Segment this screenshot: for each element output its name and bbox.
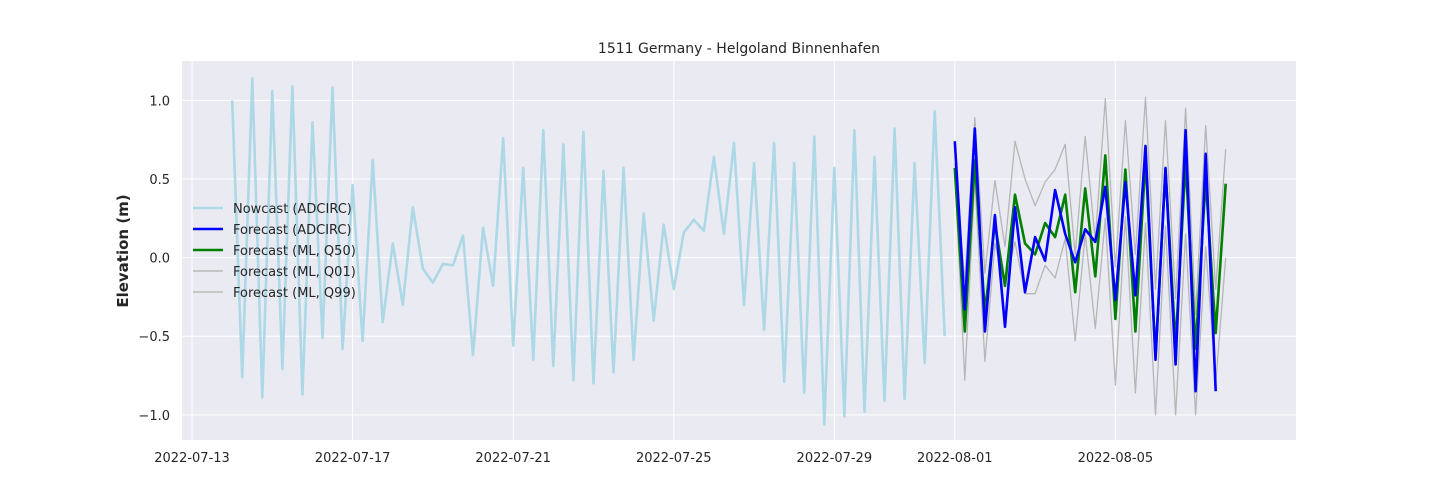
chart-title: 1511 Germany - Helgoland Binnenhafen: [598, 41, 880, 57]
legend-label-forecast-ml-q99: Forecast (ML, Q99): [233, 286, 356, 301]
legend-label-forecast-adcirc: Forecast (ADCIRC): [233, 223, 352, 238]
y-tick-label: 0.5: [149, 173, 170, 188]
x-tick-label: 2022-08-05: [1078, 451, 1154, 466]
series-line-nowcast-adcirc: [230, 77, 946, 426]
y-tick-label: −1.0: [138, 409, 170, 424]
x-tick-label: 2022-08-01: [917, 451, 993, 466]
x-tick-label: 2022-07-29: [797, 451, 873, 466]
series-layer: [230, 77, 1227, 426]
y-tick-label: 0.0: [149, 252, 170, 267]
x-tick-label: 2022-07-17: [315, 451, 391, 466]
y-axis-label: Elevation (m): [114, 194, 132, 307]
legend-label-nowcast-adcirc: Nowcast (ADCIRC): [233, 202, 352, 217]
y-tick-label: 1.0: [149, 94, 170, 109]
legend-label-forecast-ml-q01: Forecast (ML, Q01): [233, 265, 356, 280]
x-tick-label: 2022-07-21: [475, 451, 551, 466]
x-tick-label: 2022-07-13: [154, 451, 230, 466]
y-tick-label: −0.5: [138, 330, 170, 345]
x-tick-label: 2022-07-25: [636, 451, 712, 466]
legend-label-forecast-ml-q50: Forecast (ML, Q50): [233, 244, 356, 259]
series-line-forecast-adcirc: [953, 127, 1217, 393]
tick-labels: 2022-07-13 2022-07-17 2022-07-21 2022-07-25…: [138, 94, 1153, 466]
legend: Nowcast (ADCIRC) Forecast (ADCIRC) Forecas…: [193, 202, 356, 301]
series-line-forecast-ml-q99: [954, 96, 1227, 315]
